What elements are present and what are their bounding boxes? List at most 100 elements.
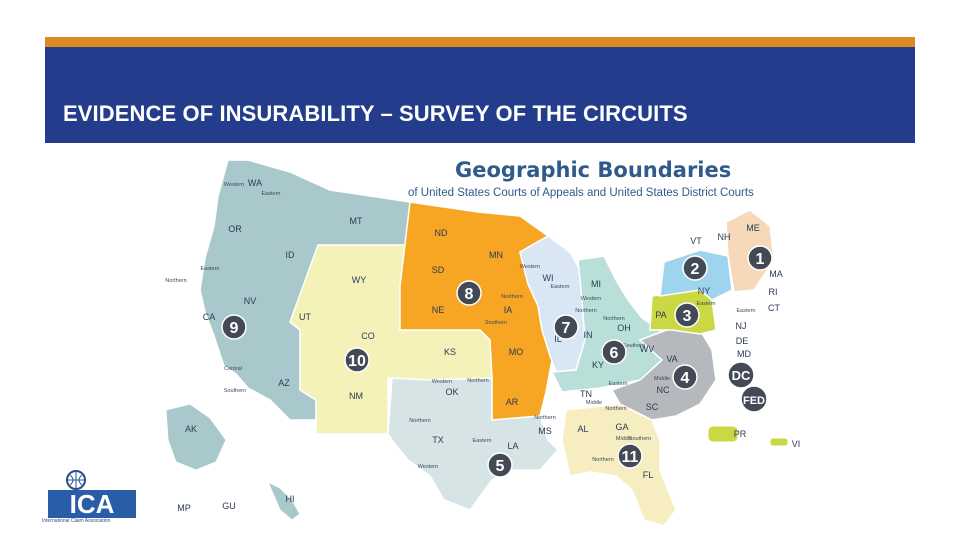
district-label: Western <box>224 182 244 188</box>
state-label-wa: WA <box>248 178 262 188</box>
district-label: Northern <box>592 457 613 463</box>
special-marker-label-dc: DC <box>732 368 751 383</box>
circuit-marker-label-9: 9 <box>230 320 239 337</box>
circuit-marker-label-1: 1 <box>756 251 765 268</box>
circuit-marker-8 <box>456 280 482 306</box>
eighth-circuit-region <box>399 201 553 421</box>
state-label-sc: SC <box>646 402 659 412</box>
state-label-ut: UT <box>299 312 311 322</box>
state-label-mo: MO <box>509 347 524 357</box>
circuit-marker-2 <box>682 255 708 281</box>
state-label-ga: GA <box>615 422 628 432</box>
state-label-az: AZ <box>278 378 290 388</box>
state-label-nj: NJ <box>736 321 747 331</box>
state-label-de: DE <box>736 336 749 346</box>
state-label-tx: TX <box>432 435 444 445</box>
state-label-ar: AR <box>506 397 519 407</box>
state-label-wi: WI <box>543 273 554 283</box>
state-label-sd: SD <box>432 265 445 275</box>
state-label-tn: TN <box>580 389 592 399</box>
circuit-marker-label-6: 6 <box>610 345 619 362</box>
district-label: Northern <box>467 378 488 384</box>
district-label: Northern <box>165 278 186 284</box>
alaska-shape <box>165 403 227 471</box>
state-label-ky: KY <box>592 360 604 370</box>
title-bar: EVIDENCE OF INSURABILITY – SURVEY OF THE… <box>45 47 915 143</box>
district-label: Middle <box>654 376 670 382</box>
svg-text:ICA: ICA <box>70 489 115 519</box>
state-label-me: ME <box>746 223 760 233</box>
district-label: Northern <box>603 316 624 322</box>
state-label-or: OR <box>228 224 242 234</box>
state-label-ia: IA <box>504 305 513 315</box>
state-label-mp: MP <box>177 503 191 513</box>
district-label: Eastern <box>551 284 570 290</box>
state-label-ks: KS <box>444 347 456 357</box>
special-marker-label-fed: FED <box>743 395 765 407</box>
state-label-ri: RI <box>769 287 778 297</box>
ica-logo-mark: ICA <box>48 470 136 519</box>
circuit-marker-label-7: 7 <box>562 320 571 337</box>
district-label: Middle <box>586 400 602 406</box>
state-label-ny: NY <box>698 286 711 296</box>
district-label: Western <box>432 379 452 385</box>
state-label-pa: PA <box>655 310 666 320</box>
circuit-marker-11 <box>617 443 643 469</box>
district-label: Middle <box>616 436 632 442</box>
circuit-marker-10 <box>344 347 370 373</box>
state-label-in: IN <box>584 330 593 340</box>
state-label-va: VA <box>666 354 677 364</box>
state-label-ne: NE <box>432 305 445 315</box>
state-label-ms: MS <box>538 426 552 436</box>
circuit-marker-6 <box>601 339 627 365</box>
state-label-ak: AK <box>185 424 197 434</box>
district-label: Northern <box>534 415 555 421</box>
state-label-wy: WY <box>352 275 367 285</box>
state-label-pr: PR <box>734 429 747 439</box>
logo-tagline: International Claim Association <box>42 518 111 524</box>
state-label-mt: MT <box>350 216 363 226</box>
state-label-vi: VI <box>792 439 801 449</box>
eleventh-circuit-region <box>561 403 677 527</box>
state-label-co: CO <box>361 331 375 341</box>
state-label-mn: MN <box>489 250 503 260</box>
state-label-ca: CA <box>203 312 216 322</box>
circuit-marker-3 <box>674 302 700 328</box>
district-label: Southern <box>623 343 645 349</box>
state-label-vt: VT <box>690 236 702 246</box>
district-label: Western <box>581 296 601 302</box>
special-marker-fed <box>740 385 768 413</box>
district-label: Central <box>224 366 242 372</box>
slide-title: EVIDENCE OF INSURABILITY – SURVEY OF THE… <box>63 101 688 126</box>
circuit-marker-5 <box>487 452 513 478</box>
map-subheading: of United States Courts of Appeals and U… <box>408 187 754 199</box>
circuit-marker-4 <box>672 364 698 390</box>
special-marker-dc <box>727 361 755 389</box>
state-label-hi: HI <box>286 494 295 504</box>
state-label-gu: GU <box>222 501 236 511</box>
district-label: Eastern <box>737 308 756 314</box>
district-label: Eastern <box>473 438 492 444</box>
circuit-marker-label-2: 2 <box>691 261 700 278</box>
district-label: Northern <box>605 406 626 412</box>
circuit-marker-label-5: 5 <box>496 458 505 475</box>
district-label: Eastern <box>201 266 220 272</box>
state-label-nh: NH <box>718 232 731 242</box>
state-label-id: ID <box>286 250 296 260</box>
state-label-md: MD <box>737 349 751 359</box>
district-label: Eastern <box>609 381 628 387</box>
map-heading: Geographic Boundaries <box>455 158 732 182</box>
circuit-marker-label-4: 4 <box>681 370 690 387</box>
state-label-nv: NV <box>244 296 257 306</box>
circuit-marker-1 <box>747 245 773 271</box>
district-label: Northern <box>575 308 596 314</box>
state-label-nm: NM <box>349 391 363 401</box>
virgin-islands-shape <box>769 437 789 447</box>
circuit-marker-label-3: 3 <box>683 308 692 325</box>
hawaii-shape <box>267 480 301 521</box>
puerto-rico-shape <box>707 425 739 443</box>
circuit-marker-label-10: 10 <box>348 353 366 370</box>
state-label-ok: OK <box>445 387 458 397</box>
